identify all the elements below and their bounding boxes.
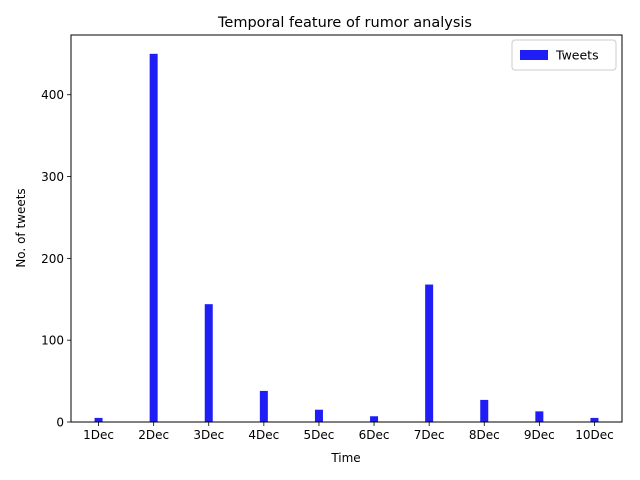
x-tick-label: 4Dec (248, 428, 279, 442)
x-tick-label: 6Dec (359, 428, 390, 442)
bar (425, 284, 434, 422)
bar (480, 399, 489, 422)
bar (204, 304, 213, 422)
chart-title: Temporal feature of rumor analysis (217, 15, 472, 31)
y-tick-label: 100 (41, 334, 64, 348)
x-tick-label: 1Dec (83, 428, 114, 442)
x-axis-label: Time (330, 451, 360, 465)
bar (94, 417, 103, 422)
axes-frame (70, 34, 623, 423)
legend-frame (511, 39, 617, 71)
x-tick-label: 5Dec (304, 428, 335, 442)
bar (535, 411, 544, 422)
x-tick-label: 7Dec (414, 428, 445, 442)
x-tick-label: 9Dec (524, 428, 555, 442)
x-tick-label: 2Dec (138, 428, 169, 442)
bar (590, 417, 599, 422)
legend-label: Tweets (555, 48, 599, 63)
bar (314, 409, 323, 422)
y-tick-label: 300 (41, 170, 64, 184)
y-tick-label: 0 (56, 416, 64, 430)
bar (149, 53, 158, 422)
x-tick-label: 10Dec (575, 428, 614, 442)
legend: Tweets (511, 39, 617, 71)
bar (259, 390, 268, 422)
bar (370, 416, 379, 422)
x-tick-label: 3Dec (193, 428, 224, 442)
y-axis-label: No. of tweets (14, 188, 28, 267)
y-tick-label: 200 (41, 252, 64, 266)
x-tick-label: 8Dec (469, 428, 500, 442)
legend-swatch (520, 50, 548, 60)
plot-area: 1Dec 2Dec 3Dec 4Dec 5Dec 6Dec 7Dec 8Dec 9Dec 10De… (41, 34, 623, 442)
y-tick-label: 400 (41, 88, 64, 102)
